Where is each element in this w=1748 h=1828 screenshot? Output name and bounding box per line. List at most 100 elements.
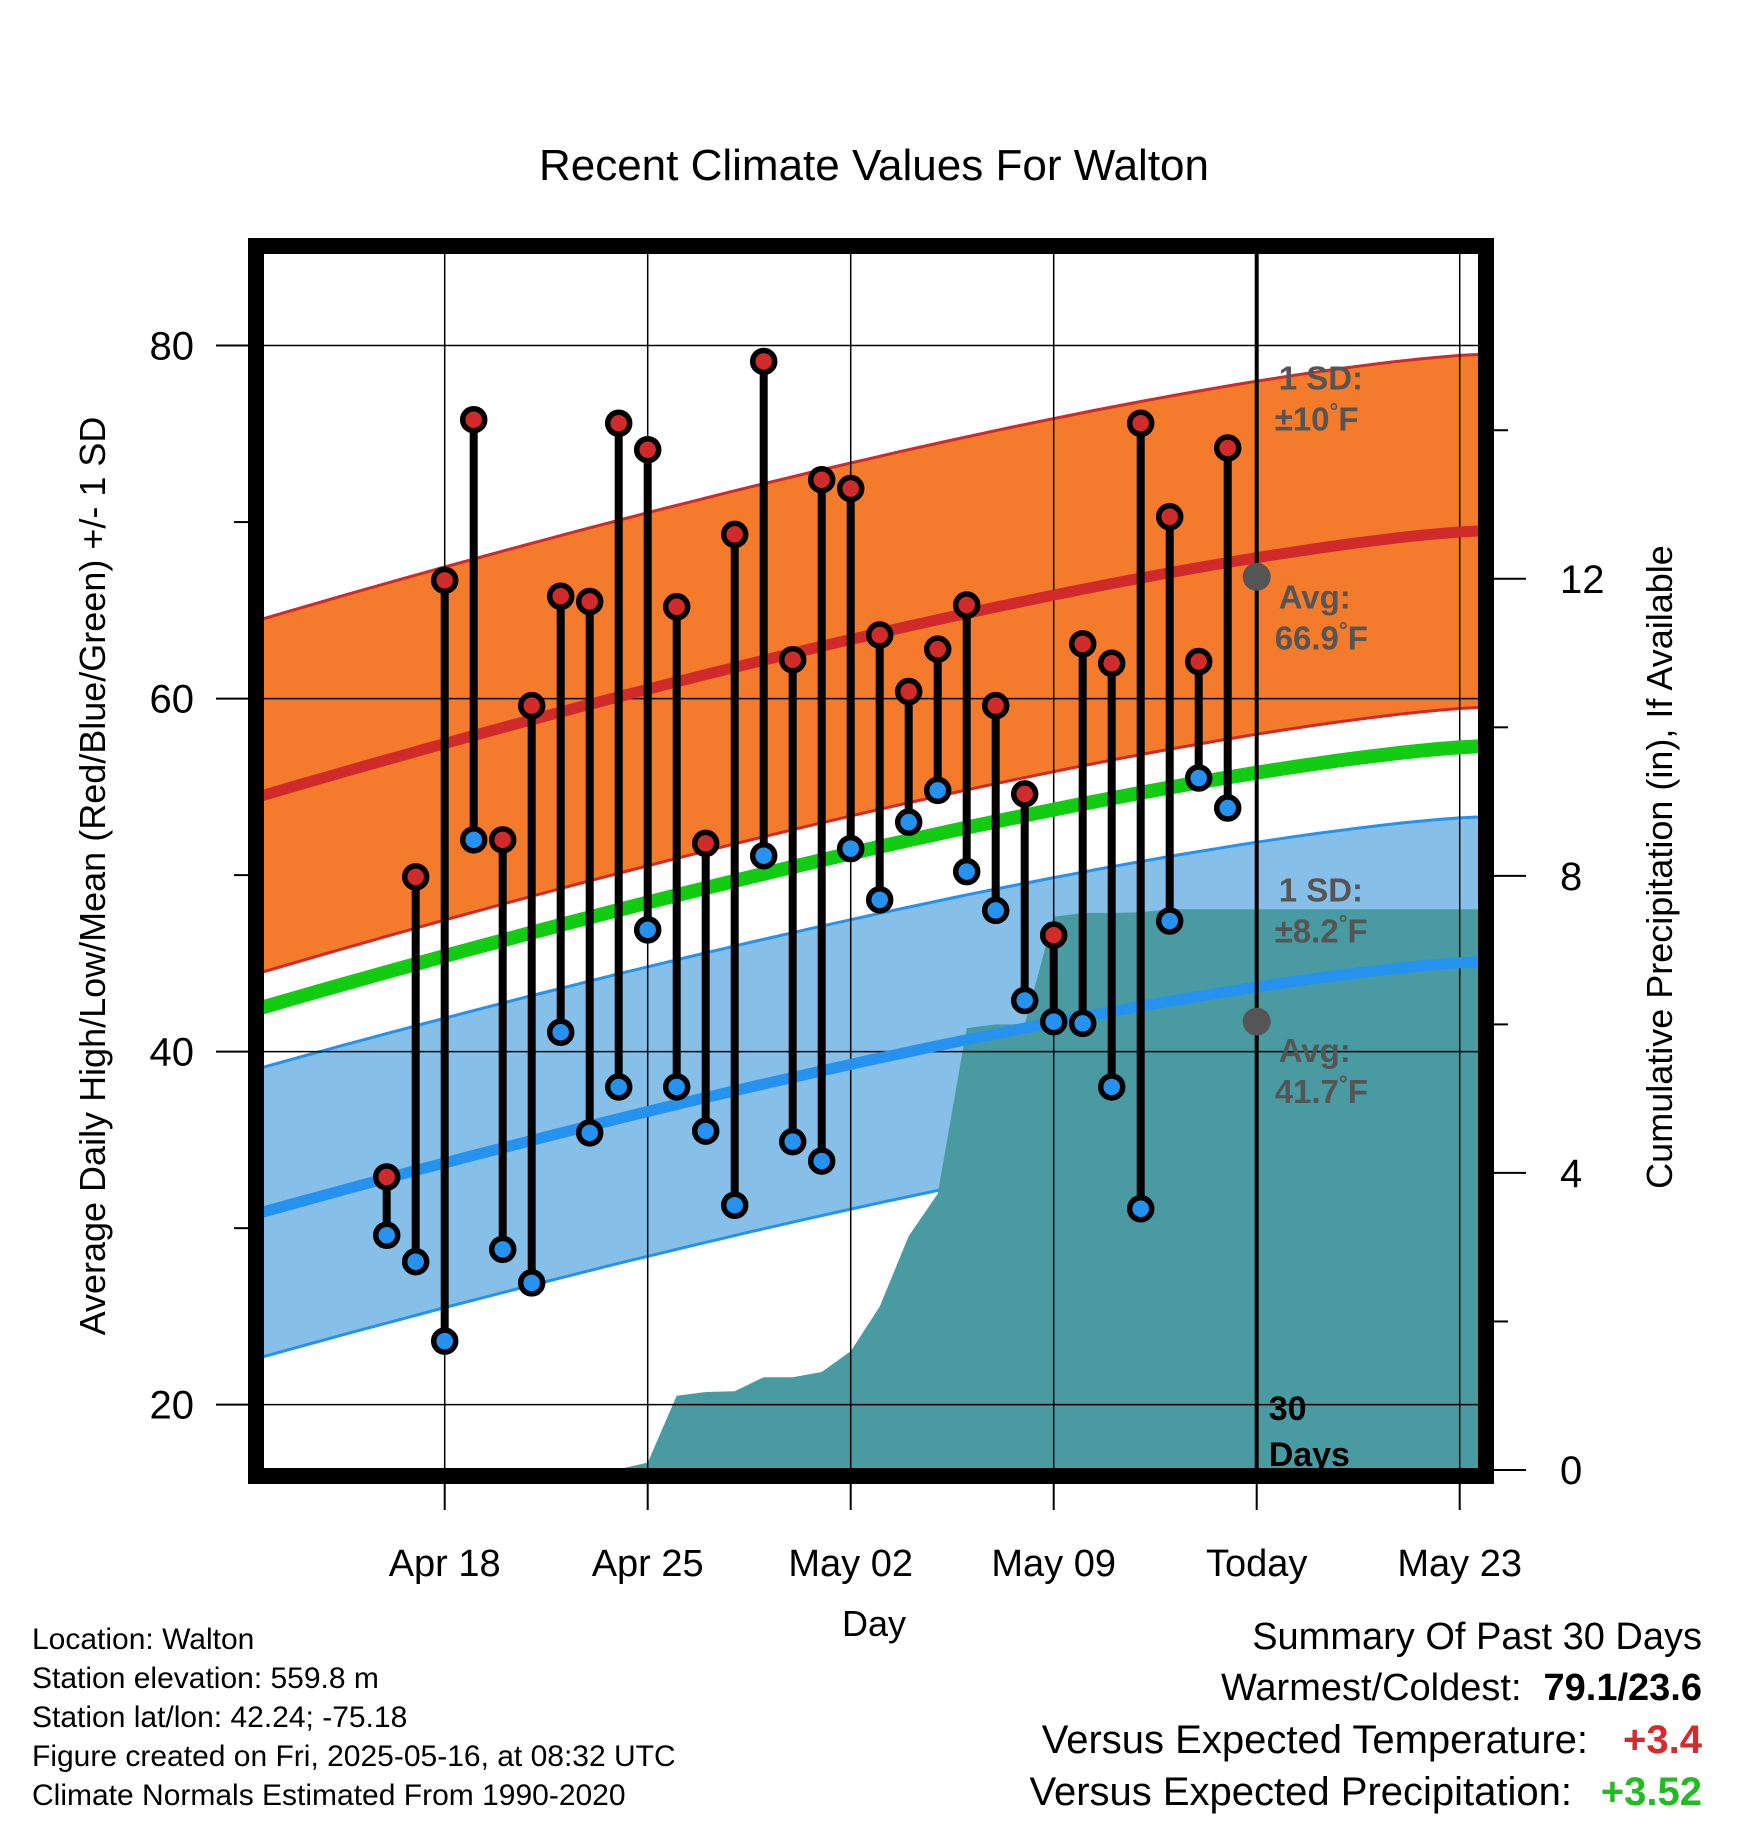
low-avg-annotation-line1: Avg:: [1279, 1032, 1351, 1069]
daily-high-point: [894, 677, 923, 706]
daily-high-point: [372, 1163, 401, 1191]
chart-title: Recent Climate Values For Walton: [539, 141, 1209, 190]
latlon-text: Station lat/lon: 42.24; -75.18: [32, 1701, 408, 1734]
daily-low-point: [401, 1247, 430, 1276]
x-tick-label: May 02: [788, 1543, 913, 1585]
window-label-line2: Days: [1269, 1436, 1350, 1474]
plot-frame: [248, 238, 1494, 1484]
daily-high-point: [546, 582, 575, 610]
high-sd-lower-edge: [262, 705, 1480, 974]
x-tick-label: Today: [1206, 1543, 1307, 1585]
summary-panel: Summary Of Past 30 Days Warmest/Coldest:…: [1029, 1612, 1702, 1818]
unit-letter: F: [1338, 401, 1358, 438]
summary-warm-cold: Warmest/Coldest: 79.1/23.6: [1029, 1662, 1702, 1714]
daily-low-point: [1213, 794, 1242, 822]
daily-low-point: [1068, 1009, 1097, 1038]
daily-low-point: [865, 886, 894, 914]
low-sd-upper-edge: [262, 815, 1480, 1069]
daily-high-point: [401, 863, 430, 891]
daily-low-point: [691, 1117, 720, 1145]
daily-high-point: [1039, 921, 1068, 949]
daily-high-point: [1010, 780, 1039, 808]
high-sd-upper-edge: [262, 352, 1480, 621]
degree-symbol: °: [1339, 911, 1348, 936]
precip-value: +3.52: [1600, 1770, 1702, 1814]
high-sd-annotation-line2: ±10°F: [1275, 399, 1359, 438]
location-text: Location: Walton: [32, 1623, 255, 1656]
low-avg-annotation-value: 41.7: [1275, 1073, 1339, 1110]
daily-high-point: [1126, 409, 1155, 437]
daily-high-point: [488, 826, 517, 854]
daily-low-point: [517, 1269, 546, 1297]
degree-symbol: °: [1339, 618, 1348, 643]
daily-high-point: [778, 646, 807, 674]
daily-high-point: [981, 691, 1010, 720]
daily-low-point: [807, 1147, 836, 1175]
y2-axis-label: Cumulative Precipitation (in), If Availa…: [1639, 545, 1680, 1189]
daily-high-point: [1213, 434, 1242, 462]
summary-precip: Versus Expected Precipitation: +3.52: [1029, 1766, 1702, 1818]
y2-tick-label: 0: [1560, 1449, 1582, 1493]
daily-low-point: [662, 1073, 691, 1101]
y2-tick-label: 4: [1560, 1152, 1582, 1196]
daily-high-point: [662, 593, 691, 621]
daily-high-point: [691, 829, 720, 858]
daily-high-point: [923, 635, 952, 663]
daily-low-point: [430, 1327, 459, 1355]
daily-high-point: [836, 474, 865, 503]
mean-normal-line: [262, 739, 1480, 1015]
today-low-normal-marker: [1242, 1007, 1271, 1036]
x-tick-label: Apr 25: [592, 1543, 704, 1585]
high-sd-annotation-line1: 1 SD:: [1279, 360, 1363, 397]
daily-high-point: [459, 405, 488, 434]
daily-low-point: [372, 1221, 401, 1249]
y-tick-label: 60: [150, 678, 195, 722]
daily-low-point: [546, 1018, 575, 1046]
daily-high-point: [575, 587, 604, 616]
daily-low-point: [894, 808, 923, 836]
daily-low-point: [1097, 1073, 1126, 1101]
high-avg-annotation-line2: 66.9°F: [1275, 618, 1368, 657]
daily-low-point: [1126, 1194, 1155, 1223]
x-axis-label: Day: [842, 1603, 906, 1644]
daily-high-point: [604, 409, 633, 437]
high-avg-annotation: Avg:66.9°F: [1275, 579, 1368, 657]
daily-high-point: [633, 435, 662, 464]
high-avg-annotation-value: 66.9: [1275, 620, 1339, 657]
daily-low-point: [836, 834, 865, 863]
summary-temp: Versus Expected Temperature: +3.4: [1029, 1714, 1702, 1766]
y-tick-label: 40: [150, 1031, 195, 1075]
high-sd-annotation-unit: °F: [1330, 399, 1359, 438]
daily-low-point: [952, 857, 981, 886]
daily-low-point: [633, 916, 662, 944]
window-label-line1: 30: [1269, 1390, 1307, 1428]
daily-low-point: [1010, 986, 1039, 1015]
daily-high-point: [807, 465, 836, 494]
today-high-normal-marker: [1242, 562, 1271, 591]
warm-cold-value: 79.1/23.6: [1543, 1667, 1702, 1709]
y-tick-label: 80: [150, 325, 195, 369]
elevation-text: Station elevation: 559.8 m: [32, 1662, 379, 1695]
low-sd-annotation-value: ±8.2: [1275, 913, 1339, 950]
daily-high-point: [865, 621, 894, 649]
y2-tick-label: 8: [1560, 855, 1582, 899]
low-sd-annotation-unit: °F: [1339, 911, 1368, 950]
daily-low-point: [923, 776, 952, 805]
daily-high-point: [720, 520, 749, 549]
low-avg-annotation: Avg: 41.7°F: [1275, 1032, 1368, 1110]
unit-letter: F: [1348, 620, 1368, 657]
low-sd-annotation-line2: ±8.2°F: [1275, 911, 1368, 950]
unit-letter: F: [1348, 1073, 1368, 1110]
plot-inner: [262, 252, 1480, 1470]
daily-low-point: [575, 1119, 604, 1147]
daily-low-point: [1039, 1007, 1068, 1036]
daily-high-point: [1155, 503, 1184, 531]
temp-label: Versus Expected Temperature:: [1041, 1718, 1588, 1762]
daily-low-point: [778, 1127, 807, 1156]
degree-symbol: °: [1339, 1071, 1348, 1096]
warm-cold-label: Warmest/Coldest:: [1220, 1667, 1522, 1709]
high-avg-annotation-line1: Avg:: [1279, 579, 1351, 616]
x-tick-label: Apr 18: [389, 1543, 501, 1585]
